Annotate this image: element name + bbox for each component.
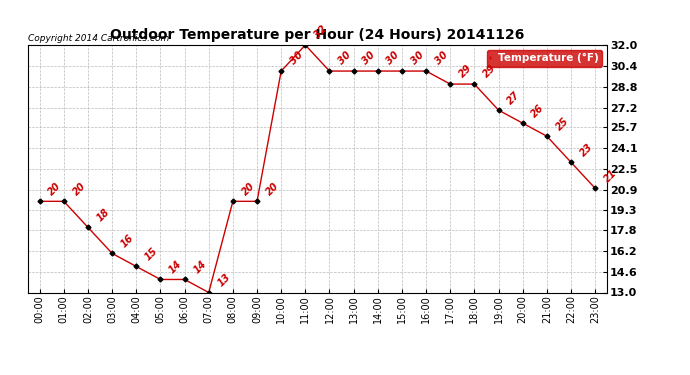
Text: 26: 26 <box>530 102 546 119</box>
Text: 20: 20 <box>71 180 88 197</box>
Text: 29: 29 <box>457 63 474 80</box>
Title: Outdoor Temperature per Hour (24 Hours) 20141126: Outdoor Temperature per Hour (24 Hours) … <box>110 28 524 42</box>
Text: 25: 25 <box>554 116 571 132</box>
Text: 30: 30 <box>409 50 426 67</box>
Text: 18: 18 <box>95 207 112 223</box>
Text: 14: 14 <box>192 259 208 275</box>
Text: 14: 14 <box>168 259 184 275</box>
Text: 13: 13 <box>216 272 233 288</box>
Text: 20: 20 <box>264 180 281 197</box>
Text: 21: 21 <box>602 168 619 184</box>
Text: 30: 30 <box>385 50 402 67</box>
Legend: Temperature (°F): Temperature (°F) <box>486 50 602 66</box>
Text: 27: 27 <box>506 89 522 106</box>
Text: 30: 30 <box>361 50 377 67</box>
Text: 20: 20 <box>240 180 257 197</box>
Text: 20: 20 <box>47 180 63 197</box>
Text: 23: 23 <box>578 141 595 158</box>
Text: 15: 15 <box>144 246 160 262</box>
Text: 30: 30 <box>433 50 450 67</box>
Text: 16: 16 <box>119 232 136 249</box>
Text: 30: 30 <box>337 50 353 67</box>
Text: 32: 32 <box>313 24 329 41</box>
Text: Copyright 2014 Cartronics.com: Copyright 2014 Cartronics.com <box>28 33 169 42</box>
Text: 29: 29 <box>482 63 498 80</box>
Text: 30: 30 <box>288 50 305 67</box>
